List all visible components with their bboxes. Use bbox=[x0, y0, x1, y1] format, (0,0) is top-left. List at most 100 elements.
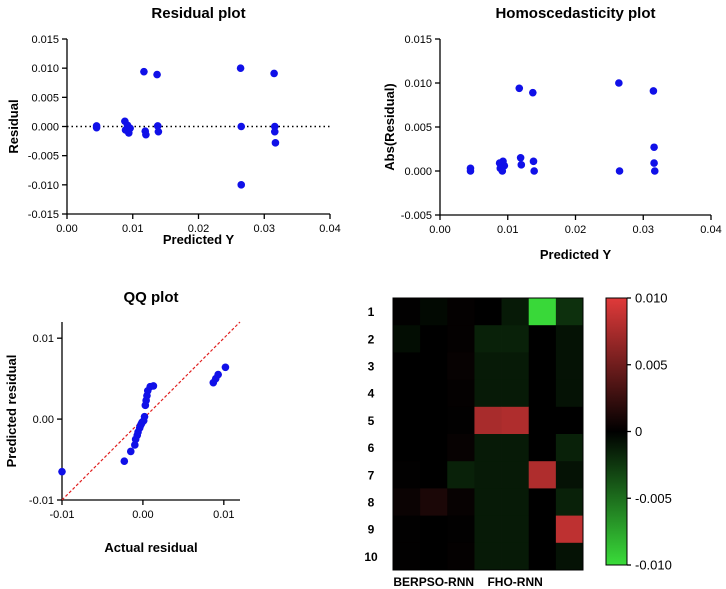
heatmap-cell bbox=[474, 406, 502, 435]
heatmap-cell bbox=[555, 434, 584, 462]
heatmap-cell bbox=[501, 379, 530, 408]
heatmap-cell bbox=[501, 461, 530, 489]
heatmap-cell bbox=[501, 298, 530, 326]
heatmap-row-label: 2 bbox=[368, 332, 375, 346]
residual-data-point bbox=[237, 181, 246, 189]
homosced-data-point bbox=[498, 167, 507, 175]
homosced-y-tick-label: -0.005 bbox=[401, 210, 432, 222]
heatmap-cell bbox=[393, 515, 421, 544]
heatmap-cell bbox=[501, 515, 530, 544]
heatmap-cell bbox=[474, 298, 502, 326]
heatmap-cell bbox=[474, 515, 502, 544]
heatmap-cell bbox=[474, 488, 502, 516]
heatmap-cell bbox=[420, 542, 448, 571]
residual-x-tick-label: 0.01 bbox=[122, 223, 143, 235]
heatmap-cell bbox=[447, 325, 475, 353]
heatmap-cell bbox=[420, 488, 448, 516]
heatmap-column-label: FHO-RNN bbox=[487, 575, 542, 589]
heatmap-cell bbox=[393, 325, 421, 353]
homosced-x-tick-label: 0.01 bbox=[497, 224, 518, 236]
heatmap-row-label: 3 bbox=[368, 360, 375, 374]
heatmap-row-label: 10 bbox=[364, 550, 378, 564]
residual-data-point bbox=[153, 122, 162, 130]
heatmap-cell bbox=[447, 461, 475, 489]
heatmap-row-label: 4 bbox=[368, 387, 375, 401]
qq-title: QQ plot bbox=[124, 289, 179, 306]
heatmap-cell bbox=[555, 298, 584, 326]
homosced-x-tick-label: 0.03 bbox=[633, 224, 654, 236]
heatmap-cell bbox=[420, 352, 448, 380]
residual-data-point bbox=[270, 122, 279, 131]
heatmap-cell bbox=[555, 379, 584, 408]
homosced-data-point bbox=[529, 88, 537, 97]
homosced-y-tick-label: 0.010 bbox=[404, 78, 432, 90]
qq-x-tick-label: 0.00 bbox=[132, 509, 153, 521]
heatmap-cell bbox=[555, 325, 584, 353]
qq-identity-line bbox=[61, 321, 241, 501]
heatmap-cell bbox=[447, 488, 475, 516]
qq-y-tick-label: 0.01 bbox=[33, 333, 54, 345]
colorbar-tick-label: 0 bbox=[635, 424, 642, 439]
heatmap-cell bbox=[393, 379, 421, 408]
heatmap-cell bbox=[555, 515, 584, 544]
residual-x-tick-label: 0.04 bbox=[319, 223, 340, 235]
homosced-data-point bbox=[650, 167, 659, 175]
residual-y-tick-label: -0.005 bbox=[28, 151, 59, 163]
qq-data-point bbox=[214, 370, 222, 379]
colorbar-tick-label: 0.010 bbox=[635, 291, 668, 306]
heatmap-cell bbox=[393, 542, 421, 571]
residual-data-point bbox=[271, 139, 280, 147]
homosced-data-point bbox=[516, 154, 525, 162]
qq-data-point bbox=[221, 363, 230, 372]
homosced-y-tick-label: 0.000 bbox=[404, 166, 432, 178]
heatmap-row-label: 5 bbox=[368, 414, 375, 428]
heatmap-cell bbox=[474, 434, 502, 462]
heatmap-cell bbox=[447, 406, 475, 435]
homosced-data-point bbox=[530, 167, 538, 175]
heatmap-cell bbox=[501, 488, 530, 516]
homosced-y-tick-label: 0.005 bbox=[404, 122, 432, 134]
heatmap-cell bbox=[555, 352, 584, 380]
heatmap-row-label: 6 bbox=[368, 441, 375, 455]
heatmap-cell bbox=[447, 298, 475, 326]
residual-data-point bbox=[153, 70, 161, 79]
heatmap-cell bbox=[474, 542, 502, 571]
heatmap-cell bbox=[393, 298, 421, 326]
heatmap-cell bbox=[555, 406, 584, 435]
heatmap-cell bbox=[555, 542, 584, 571]
heatmap-cell bbox=[555, 461, 584, 489]
homosced-x-tick-label: 0.00 bbox=[429, 224, 450, 236]
heatmap-cell bbox=[420, 461, 448, 489]
residual-y-tick-label: 0.005 bbox=[31, 92, 59, 104]
qq-data-point bbox=[140, 412, 149, 421]
heatmap-cell bbox=[501, 406, 530, 435]
qq-y-tick-label: -0.01 bbox=[29, 495, 54, 507]
residual-x-tick-label: 0.00 bbox=[56, 223, 77, 235]
residual-data-point bbox=[126, 124, 134, 133]
heatmap-cell bbox=[420, 379, 448, 408]
colorbar-tick-label: -0.005 bbox=[635, 491, 672, 506]
residual-y-tick-label: 0.015 bbox=[31, 34, 59, 46]
homosced-data-point bbox=[650, 159, 658, 167]
homosced-data-point bbox=[615, 79, 623, 87]
homosced-data-point bbox=[529, 157, 538, 166]
residual-y-tick-label: -0.015 bbox=[28, 209, 59, 221]
heatmap-cell bbox=[420, 406, 448, 435]
colorbar bbox=[605, 297, 628, 566]
homosced-x-axis-label: Predicted Y bbox=[540, 247, 612, 262]
heatmap-cell bbox=[393, 461, 421, 489]
heatmap-cell bbox=[474, 379, 502, 408]
colorbar-tick-label: -0.010 bbox=[635, 558, 672, 573]
residual-x-tick-label: 0.03 bbox=[254, 223, 275, 235]
qq-data-point bbox=[120, 457, 129, 465]
colorbar-tick-label: 0.005 bbox=[635, 357, 668, 372]
homosced-data-point bbox=[650, 143, 658, 152]
qq-data-point bbox=[131, 441, 139, 449]
residual-data-point bbox=[237, 122, 246, 131]
heatmap-cell bbox=[447, 542, 475, 571]
heatmap-cell bbox=[420, 434, 448, 462]
heatmap-row-label: 7 bbox=[368, 468, 375, 482]
heatmap-row-label: 9 bbox=[368, 523, 375, 537]
heatmap-cell bbox=[447, 515, 475, 544]
